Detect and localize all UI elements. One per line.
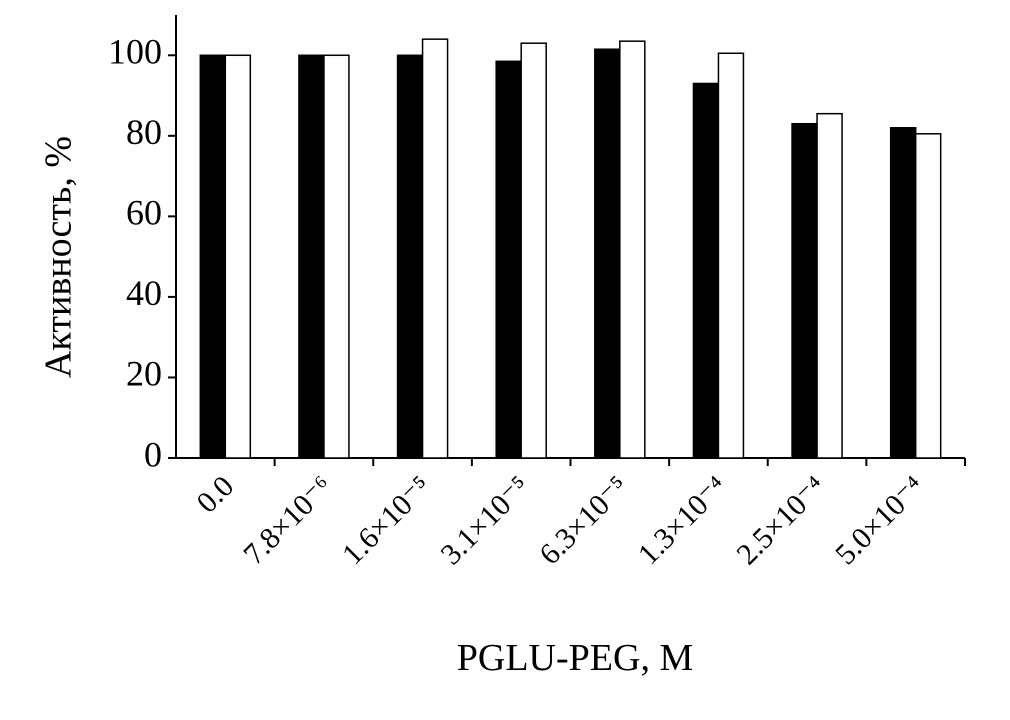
bar [594,48,621,459]
y-tick-label: 0 [144,434,162,474]
x-tick-label: 3.1×10⁻⁵ [435,470,537,572]
x-axis-title: PGLU-PEG, M [457,637,693,679]
bar [914,133,942,459]
bar [619,40,646,459]
bar [816,112,843,459]
x-tick-label: 1.3×10⁻⁴ [632,470,734,572]
y-axis-title: Активность, % [38,136,80,378]
x-tick-label: 1.6×10⁻⁵ [336,470,438,572]
bar [396,54,424,459]
bar [323,54,350,459]
bar [495,60,522,459]
x-tick-label: 0.0 [190,470,240,520]
y-tick-label: 100 [108,32,162,72]
y-tick-label: 60 [126,193,162,233]
x-tick-label: 2.5×10⁻⁴ [730,470,832,572]
bar [298,54,325,459]
x-tick-label: 5.0×10⁻⁴ [829,470,931,572]
y-tick-label: 80 [126,112,162,152]
y-tick-label: 20 [126,354,162,394]
bar [717,52,745,459]
bar [889,127,917,459]
bar [224,54,252,459]
bar [199,54,227,459]
bar [692,82,720,459]
bar [520,42,547,459]
y-tick-label: 40 [126,273,162,313]
x-tick-label: 6.3×10⁻⁵ [533,470,635,572]
bar [791,122,818,459]
x-tick-label: 7.8×10⁻⁶ [237,470,339,572]
bar [421,38,449,459]
